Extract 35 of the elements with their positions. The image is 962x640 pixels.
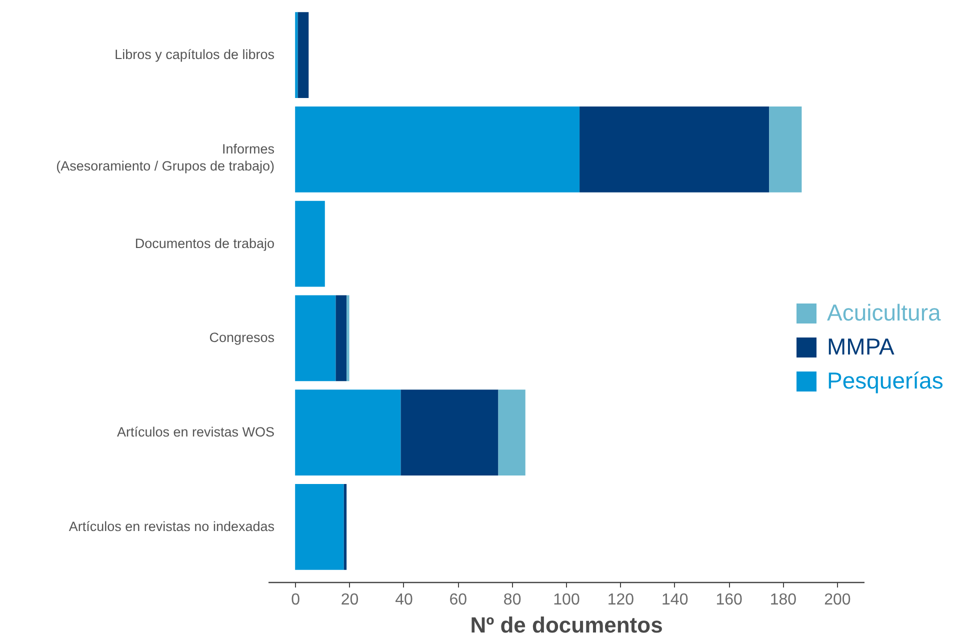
x-tick-label: 120	[607, 592, 634, 608]
x-tick-label: 60	[449, 592, 468, 608]
y-tick-label: Artículos en revistas WOS	[116, 424, 274, 440]
y-tick-label: Informes (Asesoramiento / Grupos de trabajo)	[56, 141, 275, 174]
bar	[295, 295, 336, 382]
legend-label: Acuicultura	[827, 300, 941, 326]
bar	[298, 12, 309, 98]
legend-label: MMPA	[827, 334, 895, 360]
bar	[769, 106, 802, 192]
x-tick-label: 0	[291, 592, 300, 608]
bar	[346, 295, 350, 382]
x-tick-label: 200	[824, 592, 851, 608]
x-tick-label: 20	[340, 592, 359, 608]
x-tick-label: 160	[716, 592, 742, 608]
y-tick-label: Libros y capítulos de libros	[114, 47, 275, 62]
bar	[400, 390, 498, 476]
bar	[336, 295, 347, 382]
bar	[295, 106, 580, 192]
y-tick-label: Congresos	[209, 330, 275, 346]
legend-label: Pesquerías	[827, 368, 944, 394]
bar	[580, 106, 770, 192]
y-tick-label: Documentos de trabajo	[134, 236, 274, 251]
bar	[295, 200, 325, 287]
x-axis-title: Nº de documentos	[470, 612, 663, 638]
bar	[295, 484, 344, 570]
x-tick-label: 180	[770, 592, 797, 608]
bar	[295, 12, 298, 98]
x-tick-label: 140	[662, 592, 688, 608]
y-tick-label: Artículos en revistas no indexadas	[68, 518, 275, 534]
x-tick-label: 80	[503, 592, 522, 608]
bar	[295, 390, 401, 476]
x-tick-label: 100	[553, 592, 580, 608]
x-tick-label: 40	[395, 592, 413, 608]
bar	[344, 484, 347, 570]
bar	[498, 390, 526, 476]
